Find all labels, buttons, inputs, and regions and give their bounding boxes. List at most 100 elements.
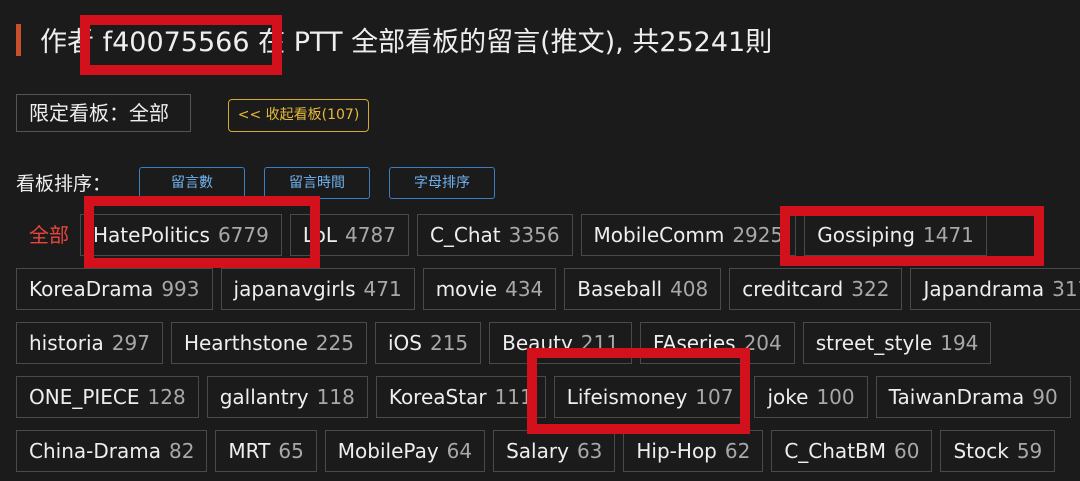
board-name: joke <box>767 385 809 409</box>
board-count: 471 <box>363 277 402 301</box>
board-tag[interactable]: movie 434 <box>422 268 557 310</box>
board-tag[interactable]: japanavgirls 471 <box>220 268 415 310</box>
highlight <box>780 206 1044 266</box>
board-count: 317 <box>1052 277 1080 301</box>
board-count: 90 <box>1032 385 1058 409</box>
board-tag[interactable]: Salary 63 <box>493 430 616 472</box>
board-tag[interactable]: Lifeismoney 107 <box>553 376 747 418</box>
highlight <box>84 196 320 268</box>
board-count: 118 <box>316 385 355 409</box>
board-tag[interactable]: HatePolitics 6779 <box>80 214 282 256</box>
board-tag[interactable]: TaiwanDrama 90 <box>875 376 1071 418</box>
board-name: creditcard <box>742 277 844 301</box>
board-count: 60 <box>894 439 920 463</box>
board-tag[interactable]: Hip-Hop 62 <box>623 430 764 472</box>
title-bar <box>16 24 21 56</box>
board-name: japanavgirls <box>233 277 356 301</box>
board-name: TaiwanDrama <box>888 385 1025 409</box>
board-count: 2925 <box>732 223 784 247</box>
filter: 限定看板：全部 <box>16 94 191 132</box>
title: 作者 f40075566 在 PTT 全部看板的留言(推文), 共25241則 <box>40 20 772 59</box>
board-tag[interactable]: iOS 215 <box>374 322 482 364</box>
board-name: gallantry <box>219 385 309 409</box>
board-count: 194 <box>940 331 979 355</box>
board-tag[interactable]: MobileComm 2925 <box>580 214 797 256</box>
board-count: 225 <box>315 331 354 355</box>
board-count: 111 <box>494 385 533 409</box>
board-row: KoreaDrama 993 japanavgirls 471 movie 434 Base… <box>16 268 1080 310</box>
board-tag[interactable]: MobilePay 64 <box>324 430 486 472</box>
board-count: 4787 <box>345 223 396 247</box>
board-tag[interactable]: ONE_PIECE 128 <box>16 376 199 418</box>
board-count: 993 <box>161 277 200 301</box>
board-tag[interactable]: Hearthstone 225 <box>170 322 367 364</box>
board-name: China-Drama <box>29 439 161 463</box>
board-count: 6779 <box>217 223 269 247</box>
board-name: MobileComm <box>593 223 725 247</box>
board-name: iOS <box>387 331 422 355</box>
board-count: 107 <box>695 385 734 409</box>
highlight <box>527 348 750 434</box>
board-name: C_Chat <box>429 223 501 247</box>
board-name: 全部 <box>29 223 69 247</box>
highlight <box>80 15 282 75</box>
board-tag[interactable]: Stock 59 <box>940 430 1056 472</box>
board-tag[interactable]: Gossiping 1471 <box>804 214 987 256</box>
board-count: 322 <box>851 277 890 301</box>
board-tag[interactable]: street_style 194 <box>802 322 992 364</box>
board-count: 434 <box>505 277 544 301</box>
board-tag[interactable]: Baseball 408 <box>564 268 722 310</box>
board-count: 408 <box>670 277 709 301</box>
board-name: HatePolitics <box>93 223 210 247</box>
board-count: 63 <box>576 439 603 463</box>
board-tag[interactable]: MRT 65 <box>215 430 317 472</box>
board-name: Stock <box>953 439 1009 463</box>
board-name: Hearthstone <box>183 331 308 355</box>
board-name: movie <box>435 277 498 301</box>
board-tag[interactable]: historia 297 <box>16 322 163 364</box>
board-name: Japandrama <box>923 277 1045 301</box>
board-tag[interactable]: 全部 <box>16 214 72 256</box>
sort-label: 看板排序： <box>16 173 112 195</box>
board-count: 215 <box>429 331 469 355</box>
collapse-button[interactable]: << 收起看板(107) <box>228 99 369 132</box>
board-count: 64 <box>446 439 473 463</box>
board-name: Lifeismoney <box>566 385 688 409</box>
board-name: Salary <box>506 439 569 463</box>
board-row: ONE_PIECE 128 gallantry 118 KoreaStar 111 Life… <box>16 376 1080 418</box>
board-name: ONE_PIECE <box>29 385 140 409</box>
board-tag[interactable]: C_ChatBM 60 <box>771 430 933 472</box>
board-tag[interactable]: joke 100 <box>754 376 868 418</box>
sort-button[interactable]: 留言時間 <box>264 167 370 199</box>
board-count: 297 <box>111 331 150 355</box>
board-count: 59 <box>1016 439 1043 463</box>
board-name: MobilePay <box>337 439 439 463</box>
board-tag[interactable]: China-Drama 82 <box>16 430 208 472</box>
board-tag[interactable]: KoreaDrama 993 <box>16 268 213 310</box>
board-count: 128 <box>147 385 186 409</box>
board-count: 65 <box>278 439 304 463</box>
board-name: KoreaStar <box>388 385 487 409</box>
board-count: 100 <box>816 385 855 409</box>
board-tag[interactable]: creditcard 322 <box>729 268 903 310</box>
board-row: 全部 HatePolitics 6779 LoL 4787 C_Chat 3356 Mobil… <box>16 214 1080 256</box>
board-count: 1471 <box>923 223 974 247</box>
board-tag[interactable]: gallantry 118 <box>206 376 368 418</box>
sort-button[interactable]: 留言數 <box>139 167 245 199</box>
board-name: Gossiping <box>817 223 915 247</box>
board-count: 3356 <box>508 223 560 247</box>
board-count: 62 <box>724 439 751 463</box>
board-tag[interactable]: KoreaStar 111 <box>375 376 546 418</box>
board-tag[interactable]: C_Chat 3356 <box>416 214 573 256</box>
board-row: China-Drama 82 MRT 65 MobilePay 64 Salary 63 Hip… <box>16 430 1080 472</box>
board-name: Baseball <box>577 277 663 301</box>
author: f40075566 <box>102 27 250 58</box>
board-count: 82 <box>168 439 195 463</box>
board-tag[interactable]: Japandrama 317 <box>910 268 1080 310</box>
board-name: street_style <box>815 331 933 355</box>
board-name: KoreaDrama <box>29 277 154 301</box>
board-name: Hip-Hop <box>636 439 717 463</box>
board-name: C_ChatBM <box>784 439 887 463</box>
sort-button[interactable]: 字母排序 <box>389 167 495 199</box>
board-name: historia <box>29 331 104 355</box>
